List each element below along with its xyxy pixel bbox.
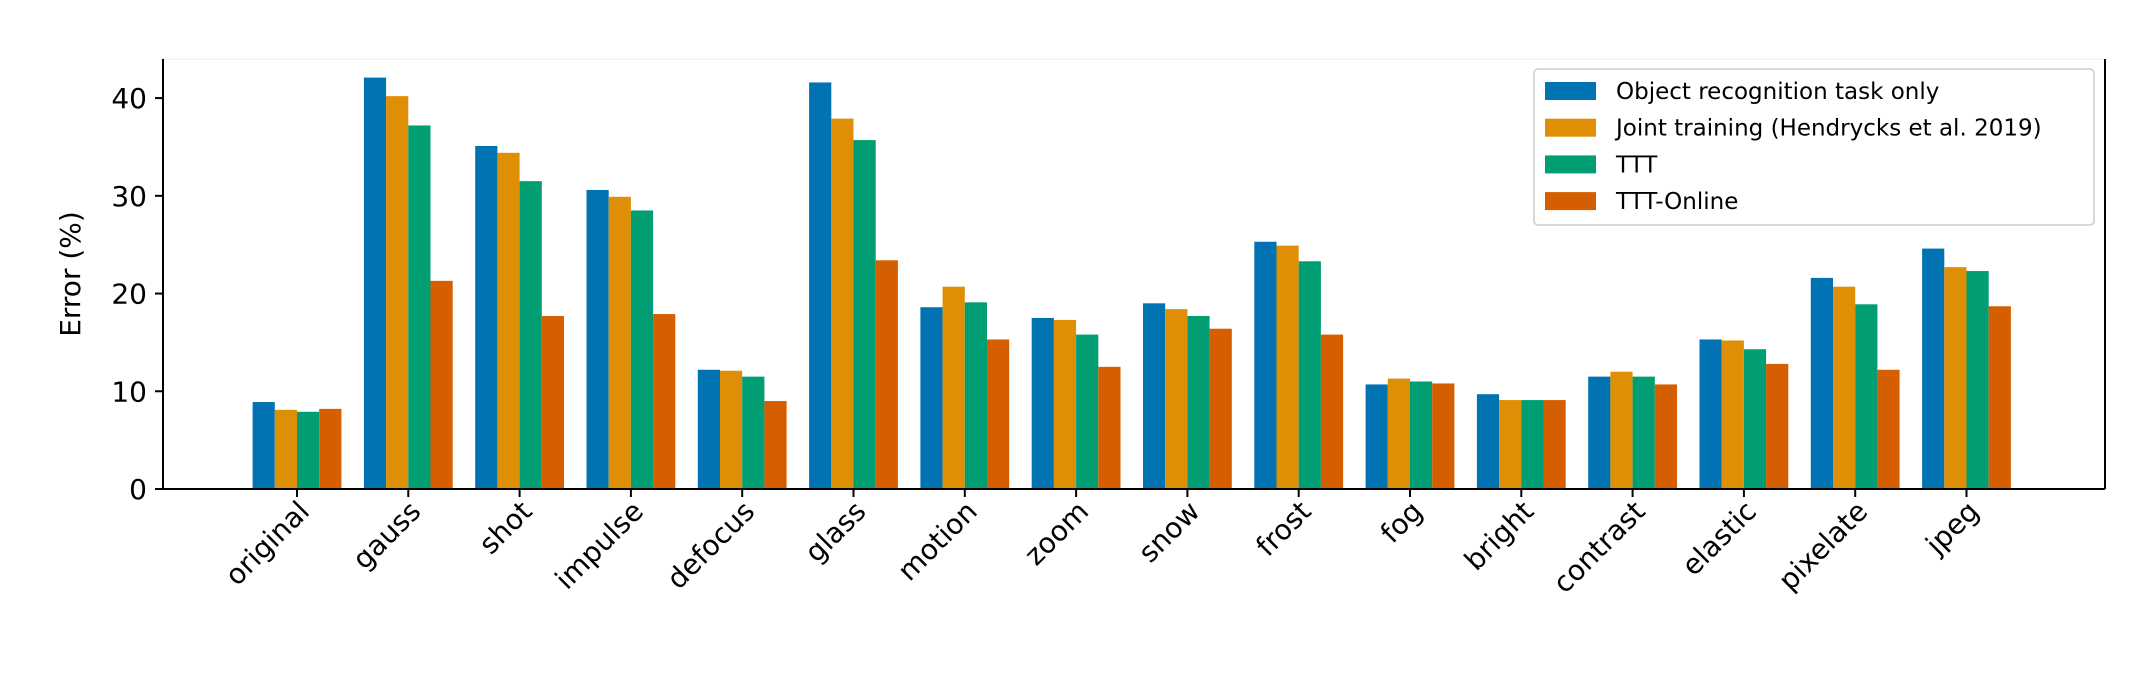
y-tick-label: 20	[111, 278, 147, 311]
bar	[1721, 340, 1744, 489]
x-tick-label: frost	[1249, 495, 1317, 563]
bar	[541, 316, 564, 489]
bar	[497, 152, 520, 489]
legend-label: TTT-Online	[1615, 189, 1738, 215]
bar	[1365, 384, 1388, 489]
bar	[1833, 286, 1856, 489]
x-tick-label: glass	[798, 495, 872, 569]
x-tick-label: snow	[1132, 495, 1207, 570]
x-tick-label: contrast	[1547, 495, 1652, 600]
bar	[1855, 304, 1878, 489]
bar	[831, 118, 854, 489]
legend-label: Object recognition task only	[1616, 79, 1939, 105]
bar	[630, 210, 654, 489]
bar	[1298, 261, 1321, 489]
x-tick-label: elastic	[1675, 495, 1763, 583]
x-tick-label: pixelate	[1772, 495, 1874, 597]
bar	[475, 145, 498, 489]
bar	[1766, 363, 1789, 489]
bar	[386, 96, 409, 490]
bar	[408, 125, 431, 490]
bar	[1031, 317, 1054, 489]
bar	[742, 376, 765, 489]
legend-swatch	[1545, 118, 1596, 137]
x-tick-label: shot	[472, 495, 538, 561]
bar	[1165, 309, 1188, 489]
bar	[430, 280, 453, 489]
bar	[1743, 349, 1767, 489]
bar	[720, 370, 743, 489]
bar	[1143, 303, 1166, 489]
x-tick-label: jpeg	[1919, 495, 1986, 562]
bar	[1654, 384, 1677, 489]
bar	[1076, 334, 1099, 489]
x-tick-label: original	[219, 495, 316, 592]
bar	[1521, 400, 1544, 489]
bar	[764, 401, 787, 489]
bar	[920, 307, 943, 489]
x-tick-label: fog	[1374, 495, 1429, 550]
bar	[1499, 400, 1522, 489]
bar	[942, 286, 965, 489]
bar	[697, 369, 720, 489]
bar	[1187, 316, 1210, 489]
bar	[964, 302, 987, 489]
bar	[274, 409, 297, 489]
bar	[1209, 328, 1232, 489]
bar	[586, 189, 609, 490]
bar	[1276, 245, 1299, 489]
bar	[1877, 369, 1900, 489]
bar	[1610, 371, 1633, 489]
legend-swatch	[1545, 192, 1596, 211]
legend-box	[1533, 68, 2095, 226]
bar	[1320, 334, 1344, 489]
bar	[1410, 381, 1433, 489]
y-tick-label: 40	[111, 82, 147, 115]
bar	[1098, 366, 1121, 489]
y-axis-label: Error (%)	[54, 211, 87, 337]
legend-swatch	[1545, 82, 1596, 100]
x-tick-label: zoom	[1018, 495, 1095, 572]
bar	[809, 82, 832, 490]
legend-label: TTT	[1615, 152, 1658, 178]
bar	[297, 411, 320, 489]
y-tick-label: 30	[111, 180, 147, 213]
bar	[519, 181, 542, 489]
bar	[1387, 378, 1410, 489]
legend: Object recognition task only Joint traini…	[1533, 68, 2095, 226]
bar	[1543, 400, 1566, 489]
x-tick-label: impulse	[549, 495, 650, 596]
bar	[1053, 319, 1077, 489]
bar	[1699, 339, 1722, 489]
bar	[1588, 376, 1611, 489]
bar	[1944, 267, 1967, 489]
x-tick-label: defocus	[660, 495, 761, 596]
bar	[1254, 241, 1277, 489]
x-tick-label: bright	[1458, 495, 1540, 577]
bar	[608, 196, 631, 489]
bar	[653, 314, 676, 489]
x-tick-label: gauss	[346, 495, 427, 576]
bar	[252, 402, 275, 489]
bar	[1432, 383, 1455, 489]
bar	[363, 77, 387, 490]
y-tick-label: 10	[111, 375, 147, 408]
bar	[875, 260, 898, 489]
bar	[1966, 271, 1989, 489]
bar	[1922, 248, 1945, 489]
bar	[987, 339, 1010, 489]
bar	[1810, 277, 1833, 489]
bar	[853, 140, 876, 489]
bar	[319, 408, 342, 489]
bar	[1988, 306, 2011, 489]
bar	[1632, 376, 1655, 489]
y-tick-label: 0	[129, 473, 147, 506]
legend-swatch	[1545, 155, 1596, 174]
x-tick-label: motion	[891, 495, 984, 588]
legend-label: Joint training (Hendrycks et al. 2019)	[1614, 116, 2042, 142]
bar	[1476, 394, 1500, 489]
